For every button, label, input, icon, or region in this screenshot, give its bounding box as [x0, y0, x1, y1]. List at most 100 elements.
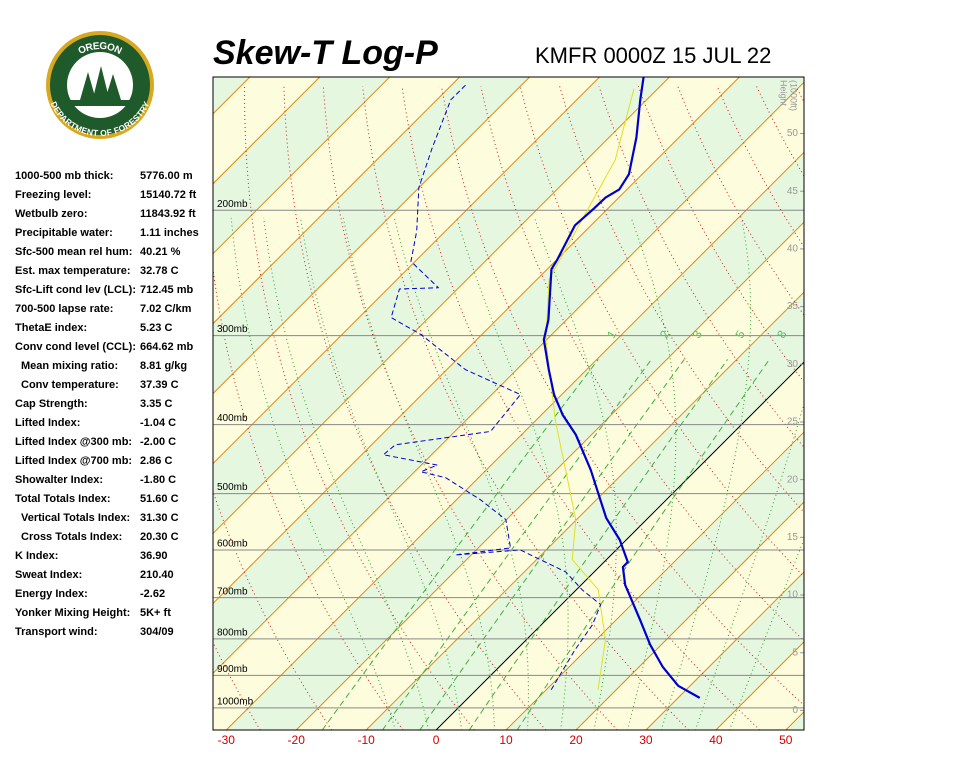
isotherm: [213, 77, 740, 605]
index-value: 1.11 inches: [140, 227, 199, 239]
index-label: K Index:: [15, 550, 58, 562]
isotherm: [213, 77, 670, 535]
x-tick-label: 10: [499, 733, 513, 747]
index-value: -2.00 C: [140, 436, 176, 448]
indices: 1000-500 mb thick: 5776.00 m Freezing leve…: [15, 170, 199, 638]
isotherm: [575, 501, 804, 730]
zero-isotherm: [435, 361, 804, 730]
height-axis-title: (1000ft): [789, 80, 799, 111]
index-label: Total Totals Index:: [15, 493, 111, 505]
index-value: 51.60 C: [140, 493, 179, 505]
dry-adiabat: [914, 86, 960, 730]
index-value: -1.04 C: [140, 417, 176, 429]
index-label: Vertical Totals Index:: [21, 512, 130, 524]
pressure-label: 900mb: [217, 664, 248, 675]
index-label: Conv temperature:: [21, 379, 119, 391]
index-value: 36.90: [140, 550, 168, 562]
isotherm: [213, 81, 804, 675]
moist-adiabat: [230, 217, 396, 730]
pressure-label: 700mb: [217, 586, 248, 597]
index-label: Est. max temperature:: [15, 265, 131, 277]
index-value: 32.78 C: [140, 265, 179, 277]
isotherm: [365, 291, 804, 730]
chart-subtitle: KMFR 0000Z 15 JUL 22: [535, 43, 771, 68]
logo-top: OREGON: [76, 40, 123, 56]
moist-adiabat: [728, 537, 804, 730]
pressure-label: 500mb: [217, 482, 248, 493]
index-value: -1.80 C: [140, 474, 176, 486]
index-value: 8.81 g/kg: [140, 360, 187, 372]
height-label: 15: [787, 532, 799, 543]
moist-adiabat: [393, 217, 529, 730]
index-label: Freezing level:: [15, 189, 91, 201]
x-tick-label: 50: [779, 733, 793, 747]
dry-adiabat: [875, 86, 960, 730]
pressure-label: 600mb: [217, 539, 248, 550]
height-label: 30: [787, 359, 799, 370]
band: [785, 711, 804, 730]
x-tick-label: 30: [639, 733, 653, 747]
dry-adiabat: [954, 86, 960, 730]
isotherm: [645, 571, 804, 730]
x-tick-label: 0: [433, 733, 440, 747]
index-value: 15140.72 ft: [140, 189, 197, 201]
height-label: 50: [787, 128, 799, 139]
band: [856, 77, 960, 730]
band: [213, 82, 804, 730]
height-label: 45: [787, 186, 799, 197]
index-value: 664.62 mb: [140, 341, 193, 353]
dry-adiabat: [213, 641, 261, 730]
index-label: Lifted Index @300 mb:: [15, 436, 132, 448]
index-label: Yonker Mixing Height:: [15, 607, 130, 619]
dry-adiabat: [401, 86, 761, 730]
height-label: 40: [787, 244, 799, 255]
x-tick-label: -10: [357, 733, 375, 747]
index-value: 40.21 %: [140, 246, 181, 258]
index-label: Sweat Index:: [15, 569, 82, 581]
index-label: Mean mixing ratio:: [21, 360, 118, 372]
index-label: Precipitable water:: [15, 227, 113, 239]
isotherm: [856, 77, 960, 730]
x-tick-label: -30: [218, 733, 236, 747]
isotherm: [213, 77, 391, 255]
index-label: Wetbulb zero:: [15, 208, 88, 220]
index-label: Cross Totals Index:: [21, 531, 122, 543]
pressure-label: 1000mb: [217, 697, 254, 708]
index-value: 20.30 C: [140, 531, 179, 543]
isotherm: [295, 221, 804, 730]
index-value: 5.23 C: [140, 322, 172, 334]
index-label: ThetaE index:: [15, 322, 87, 334]
index-value: 304/09: [140, 626, 174, 638]
dry-adiabat: [795, 86, 804, 103]
index-value: 5K+ ft: [140, 607, 171, 619]
isotherm: [213, 77, 600, 465]
height-label: 25: [787, 417, 799, 428]
height-label: 5: [792, 647, 798, 658]
index-label: Conv cond level (CCL):: [15, 341, 136, 353]
temperature-profile: [542, 77, 701, 699]
height-label: 10: [787, 590, 799, 601]
x-tick-label: -20: [288, 733, 306, 747]
dry-adiabat: [835, 86, 960, 730]
isotherm: [926, 77, 960, 730]
index-value: 5776.00 m: [140, 170, 193, 182]
parcel-profile: [545, 88, 635, 690]
index-label: Cap Strength:: [15, 398, 88, 410]
pressure-label: 400mb: [217, 413, 248, 424]
height-label: 35: [787, 301, 799, 312]
logo: OREGON DEPARTMENT OF FORESTRY: [46, 31, 154, 139]
index-label: Sfc-Lift cond lev (LCL):: [15, 284, 136, 296]
pressure-label: 300mb: [217, 324, 248, 335]
pressure-label: 200mb: [217, 199, 248, 210]
height-axis-title: Height: [779, 80, 789, 107]
index-label: Transport wind:: [15, 626, 98, 638]
height-label: 0: [792, 705, 798, 716]
index-label: Sfc-500 mean rel hum:: [15, 246, 132, 258]
isotherm: [785, 711, 804, 730]
index-value: 11843.92 ft: [140, 208, 196, 220]
index-label: Showalter Index:: [15, 474, 103, 486]
dewpoint-profile: [382, 83, 602, 691]
index-value: 210.40: [140, 569, 174, 581]
moist-adiabat: [456, 217, 569, 730]
